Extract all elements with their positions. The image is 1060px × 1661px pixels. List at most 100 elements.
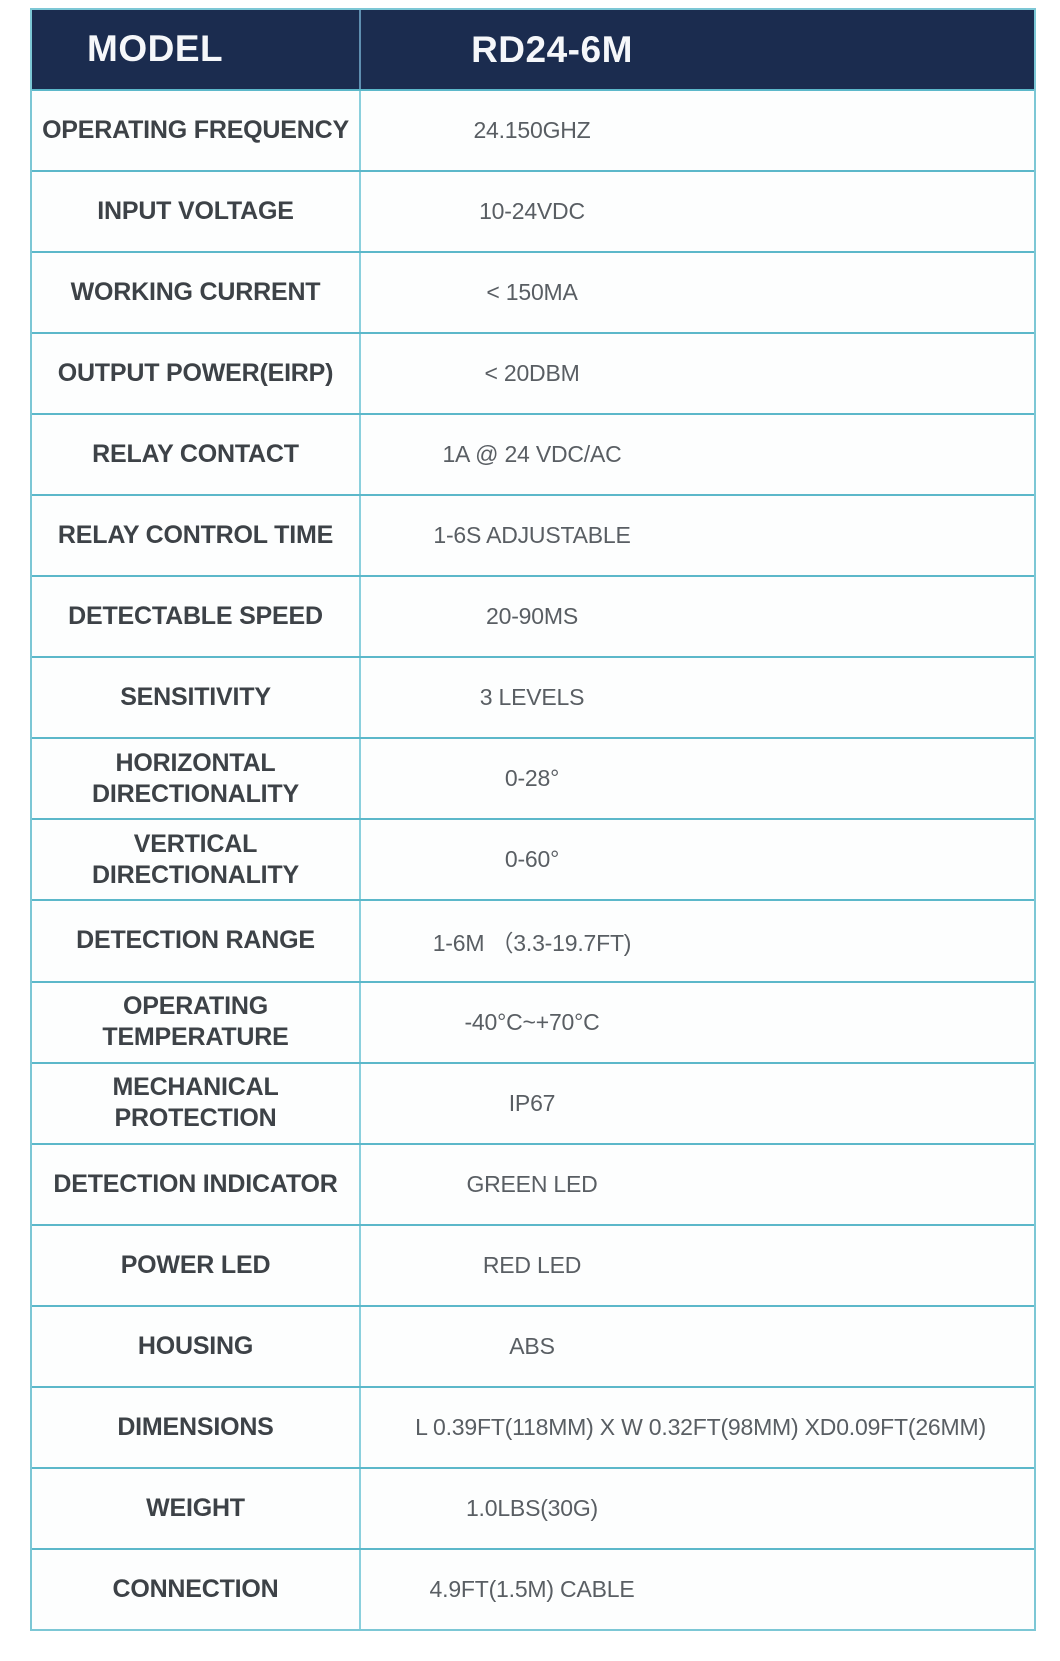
spec-row-input-voltage: INPUT VOLTAGE 10-24VDC — [32, 170, 1034, 252]
spec-label: CONNECTION — [112, 1574, 279, 1603]
spec-value: 24.150GHZ — [473, 117, 591, 144]
spec-label-cell: DETECTABLE SPEED — [32, 577, 361, 657]
spec-label-cell: OPERATING FREQUENCY — [32, 91, 361, 171]
spec-value-cell: IP67 — [361, 1064, 1034, 1143]
spec-label-cell: CONNECTION — [32, 1549, 361, 1629]
spec-row-mechanical-protection: MECHANICAL PROTECTION IP67 — [32, 1061, 1034, 1143]
spec-value-cell: 1-6S ADJUSTABLE — [361, 496, 1034, 575]
spec-row-operating-frequency: OPERATING FREQUENCY 24.150GHZ — [32, 89, 1034, 171]
spec-label-cell: HORIZONTAL DIRECTIONALITY — [32, 739, 361, 819]
spec-row-connection: CONNECTION 4.9FT(1.5M) CABLE — [32, 1547, 1034, 1629]
spec-value-cell: 0-60° — [361, 820, 1034, 899]
spec-value-cell: ABS — [361, 1307, 1034, 1386]
spec-label-cell: RELAY CONTROL TIME — [32, 496, 361, 576]
spec-label: SENSITIVITY — [120, 683, 271, 712]
spec-label-cell: WEIGHT — [32, 1468, 361, 1548]
header-model-value-cell: RD24-6M — [361, 10, 1034, 89]
spec-label: POWER LED — [120, 1250, 271, 1279]
spec-value-cell: < 150MA — [361, 253, 1034, 332]
table-header-row: MODEL RD24-6M — [32, 10, 1034, 89]
spec-label: DIMENSIONS — [117, 1412, 274, 1441]
spec-value: 1-6M （3.3-19.7FT) — [432, 929, 632, 956]
spec-label-cell: WORKING CURRENT — [32, 253, 361, 333]
spec-row-power-led: POWER LED RED LED — [32, 1223, 1034, 1305]
spec-value: 4.9FT(1.5M) CABLE — [429, 1575, 635, 1602]
spec-label-cell: HOUSING — [32, 1306, 361, 1386]
spec-value-cell: -40°C~+70°C — [361, 983, 1034, 1062]
spec-row-sensitivity: SENSITIVITY 3 LEVELS — [32, 656, 1034, 738]
spec-label-cell: OPERATING TEMPERATURE — [32, 982, 361, 1062]
spec-label-cell: DETECTION INDICATOR — [32, 1144, 361, 1224]
spec-value-cell: 1-6M （3.3-19.7FT) — [361, 901, 1034, 980]
spec-value: 0-28° — [504, 765, 560, 792]
spec-label: INPUT VOLTAGE — [97, 196, 294, 225]
spec-table: MODEL RD24-6M OPERATING FREQUENCY 24.150… — [30, 8, 1036, 1631]
spec-label: DETECTION INDICATOR — [53, 1169, 338, 1198]
spec-label-cell: RELAY CONTACT — [32, 415, 361, 495]
spec-value: L 0.39FT(118MM) X W 0.32FT(98MM) XD0.09F… — [415, 1413, 986, 1440]
spec-value: 20-90MS — [486, 603, 578, 630]
spec-value-cell: 1.0LBS(30G) — [361, 1469, 1034, 1548]
spec-label-cell: OUTPUT POWER(EIRP) — [32, 334, 361, 414]
spec-label: OPERATING FREQUENCY — [42, 115, 349, 144]
spec-label: DETECTABLE SPEED — [68, 602, 323, 631]
spec-label: OUTPUT POWER(EIRP) — [57, 359, 334, 388]
spec-value-cell: 20-90MS — [361, 577, 1034, 656]
spec-row-relay-control-time: RELAY CONTROL TIME 1-6S ADJUSTABLE — [32, 494, 1034, 576]
spec-label-cell: POWER LED — [32, 1225, 361, 1305]
spec-row-operating-temperature: OPERATING TEMPERATURE -40°C~+70°C — [32, 980, 1034, 1062]
spec-label-cell: DIMENSIONS — [32, 1387, 361, 1467]
spec-label: WEIGHT — [146, 1493, 245, 1522]
header-model-label: MODEL — [87, 28, 224, 70]
spec-label: MECHANICAL PROTECTION — [112, 1072, 279, 1133]
spec-value: 0-60° — [504, 846, 560, 873]
spec-label: RELAY CONTROL TIME — [57, 521, 334, 550]
spec-value-cell: 4.9FT(1.5M) CABLE — [361, 1550, 1034, 1629]
spec-label-cell: INPUT VOLTAGE — [32, 172, 361, 252]
spec-value: 1.0LBS(30G) — [465, 1494, 599, 1521]
spec-row-relay-contact: RELAY CONTACT 1A @ 24 VDC/AC — [32, 413, 1034, 495]
spec-label: HOUSING — [137, 1331, 254, 1360]
spec-label: DETECTION RANGE — [76, 926, 315, 955]
spec-value: < 20DBM — [484, 360, 580, 387]
spec-label-cell: SENSITIVITY — [32, 658, 361, 738]
header-model-cell: MODEL — [32, 10, 361, 89]
spec-value-cell: 1A @ 24 VDC/AC — [361, 415, 1034, 494]
spec-value-cell: GREEN LED — [361, 1145, 1034, 1224]
spec-value: ABS — [509, 1332, 555, 1359]
spec-label-cell: DETECTION RANGE — [32, 901, 361, 981]
spec-value: 1-6S ADJUSTABLE — [433, 522, 631, 549]
spec-row-output-power: OUTPUT POWER(EIRP) < 20DBM — [32, 332, 1034, 414]
spec-row-housing: HOUSING ABS — [32, 1304, 1034, 1386]
spec-label-cell: MECHANICAL PROTECTION — [32, 1063, 361, 1143]
spec-value: 3 LEVELS — [479, 684, 585, 711]
spec-label-cell: VERTICAL DIRECTIONALITY — [32, 820, 361, 900]
spec-label: RELAY CONTACT — [92, 440, 299, 469]
spec-value-cell: RED LED — [361, 1226, 1034, 1305]
spec-value: < 150MA — [486, 279, 578, 306]
spec-value-cell: L 0.39FT(118MM) X W 0.32FT(98MM) XD0.09F… — [361, 1388, 1034, 1467]
spec-row-detection-range: DETECTION RANGE 1-6M （3.3-19.7FT) — [32, 899, 1034, 981]
spec-value: 1A @ 24 VDC/AC — [442, 441, 622, 468]
spec-row-weight: WEIGHT 1.0LBS(30G) — [32, 1466, 1034, 1548]
spec-label: OPERATING TEMPERATURE — [102, 991, 289, 1052]
spec-row-vertical-directionality: VERTICAL DIRECTIONALITY 0-60° — [32, 818, 1034, 900]
spec-value-cell: 3 LEVELS — [361, 658, 1034, 737]
spec-value: GREEN LED — [466, 1170, 598, 1197]
spec-value: IP67 — [508, 1089, 556, 1116]
spec-row-working-current: WORKING CURRENT < 150MA — [32, 251, 1034, 333]
spec-label: WORKING CURRENT — [70, 277, 321, 306]
spec-row-detectable-speed: DETECTABLE SPEED 20-90MS — [32, 575, 1034, 657]
spec-row-dimensions: DIMENSIONS L 0.39FT(118MM) X W 0.32FT(98… — [32, 1385, 1034, 1467]
spec-value-cell: < 20DBM — [361, 334, 1034, 413]
spec-value: 10-24VDC — [479, 198, 585, 225]
spec-value: -40°C~+70°C — [464, 1008, 600, 1035]
spec-row-detection-indicator: DETECTION INDICATOR GREEN LED — [32, 1142, 1034, 1224]
spec-row-horizontal-directionality: HORIZONTAL DIRECTIONALITY 0-28° — [32, 737, 1034, 819]
header-model-value: RD24-6M — [471, 28, 633, 70]
spec-value-cell: 0-28° — [361, 739, 1034, 818]
spec-value-cell: 24.150GHZ — [361, 91, 1034, 170]
spec-value-cell: 10-24VDC — [361, 172, 1034, 251]
spec-label: HORIZONTAL DIRECTIONALITY — [92, 748, 299, 808]
spec-value: RED LED — [482, 1251, 582, 1278]
